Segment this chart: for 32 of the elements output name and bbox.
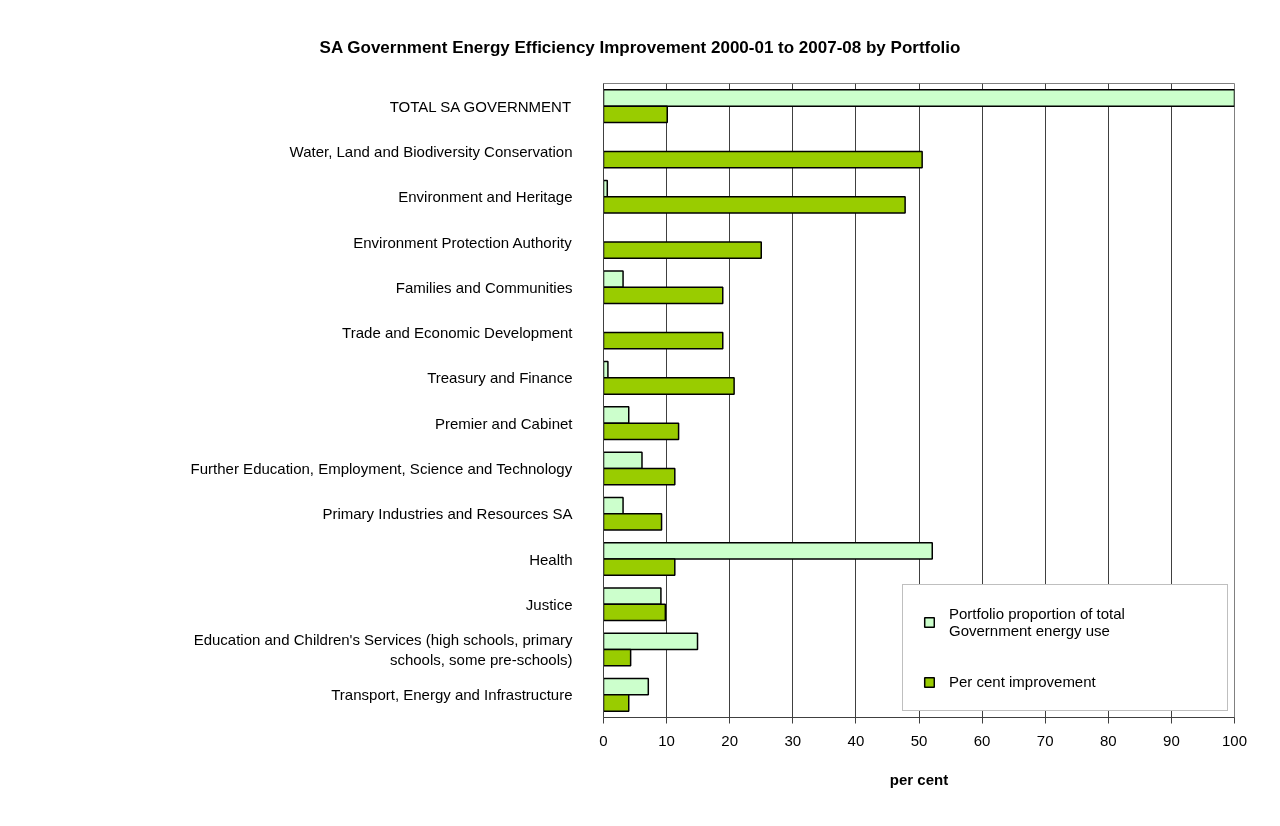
x-tick-label: 70 <box>1036 731 1054 749</box>
chart-title: SA Government Energy Efficiency Improvement 2000-01 to 2007-08 by Portfolio <box>319 38 961 58</box>
x-tick-label: 50 <box>910 731 928 749</box>
y-tick-label: Treasury and Finance <box>427 369 573 387</box>
y-tick-label: Health <box>529 550 573 568</box>
y-tick-label: Premier and Cabinet <box>434 414 574 432</box>
y-tick-label: Water, Land and Biodiversity Conservation <box>289 142 573 160</box>
bar <box>603 241 762 260</box>
x-tick-label: 90 <box>1163 731 1180 749</box>
legend-label: Portfolio proportion of total Government energy use <box>949 605 1126 639</box>
y-tick-label: Further Education, Employment, Science and Technology <box>190 459 573 477</box>
x-tick-label: 30 <box>784 731 802 749</box>
legend-label: Per cent improvement <box>949 673 1097 690</box>
x-tick-label: 100 <box>1221 731 1248 749</box>
y-tick-label: Education and Children's Services (high schools, primary schools, some pre-schools) <box>193 630 573 669</box>
y-tick-label: Environment and Heritage <box>398 188 573 206</box>
x-tick-label: 20 <box>721 731 739 749</box>
y-tick-label: Families and Communities <box>395 278 573 296</box>
y-tick-label: Environment Protection Authority <box>353 233 573 251</box>
bar <box>603 150 923 169</box>
x-tick-label: 80 <box>1099 731 1117 749</box>
x-axis-title: per cent <box>889 770 949 788</box>
y-tick-label: Trade and Economic Development <box>342 324 574 342</box>
x-tick-label: 60 <box>973 731 991 749</box>
y-tick-label: Transport, Energy and Infrastructure <box>331 686 573 704</box>
x-tick-label: 0 <box>599 731 608 749</box>
bar <box>603 331 724 350</box>
y-tick-label: Justice <box>525 595 573 613</box>
x-tick-label: 10 <box>658 731 675 749</box>
y-tick-label: TOTAL SA GOVERNMENT <box>389 97 572 115</box>
y-tick-label: Primary Industries and Resources SA <box>322 505 573 523</box>
x-tick-label: 40 <box>847 731 865 749</box>
